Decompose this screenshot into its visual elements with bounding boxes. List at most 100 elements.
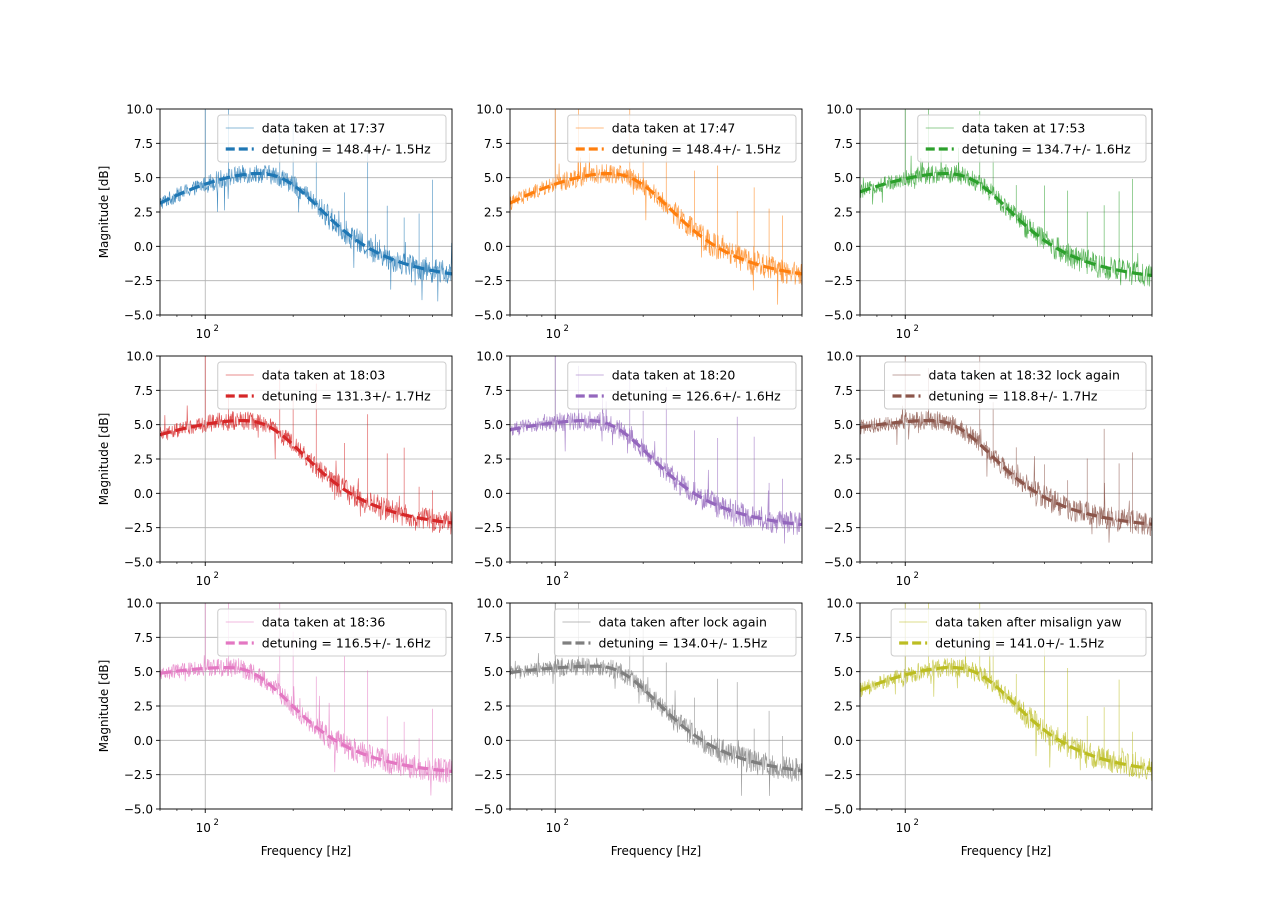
x-tick-label: 10 <box>896 821 911 835</box>
y-tick-label: −5.0 <box>474 803 503 817</box>
legend-label-fit: detuning = 126.6+/- 1.6Hz <box>612 389 781 404</box>
y-tick-label: 2.5 <box>834 453 853 467</box>
legend-label-data: data taken at 18:03 <box>262 368 386 383</box>
x-tick-label: 10 <box>896 327 911 341</box>
y-tick-label: −5.0 <box>824 803 853 817</box>
y-tick-label: 7.5 <box>834 631 853 645</box>
x-tick-label: 10 <box>196 327 211 341</box>
data-trace <box>160 164 452 302</box>
fit-curve <box>510 664 802 773</box>
x-axis-label: Frequency [Hz] <box>261 844 352 858</box>
y-tick-label: 2.5 <box>484 453 503 467</box>
y-tick-label: −5.0 <box>474 309 503 323</box>
fit-curve <box>860 418 1152 526</box>
y-tick-label: 0.0 <box>484 487 503 501</box>
subplot-8: −5.0 −2.5 0.0 2.5 5.0 7.5 10.0 10 2 Frequency [Hz… <box>474 597 803 858</box>
y-tick-label: 2.5 <box>134 206 153 220</box>
y-tick-label: 5.0 <box>134 665 153 679</box>
legend-label-fit: detuning = 118.8+/- 1.7Hz <box>929 389 1098 404</box>
fit-curve <box>160 171 452 276</box>
x-tick-exponent: 2 <box>214 571 219 581</box>
y-tick-label: 7.5 <box>484 631 503 645</box>
y-tick-label: 7.5 <box>484 384 503 398</box>
y-tick-label: −2.5 <box>824 521 853 535</box>
legend-box <box>567 361 797 410</box>
subplot-2: −5.0 −2.5 0.0 2.5 5.0 7.5 10.0 10 2 data taken at… <box>474 103 803 341</box>
y-tick-label: 5.0 <box>484 665 503 679</box>
y-tick-label: −5.0 <box>124 556 153 570</box>
y-tick-label: 5.0 <box>134 171 153 185</box>
legend-label-fit: detuning = 148.4+/- 1.5Hz <box>262 142 431 157</box>
fit-curve <box>510 171 802 276</box>
y-tick-label: −2.5 <box>124 274 153 288</box>
data-trace <box>860 146 1152 287</box>
y-tick-label: 5.0 <box>834 665 853 679</box>
fit-curve <box>860 171 1152 278</box>
legend-label-data: data taken after lock again <box>598 615 766 630</box>
y-tick-label: 7.5 <box>134 137 153 151</box>
data-trace <box>510 653 802 796</box>
legend-label-data: data taken at 18:20 <box>612 368 736 383</box>
y-tick-label: 0.0 <box>834 734 853 748</box>
y-tick-label: −5.0 <box>474 556 503 570</box>
y-axis-label: Magnitude [dB] <box>97 166 111 259</box>
subplot-5: −5.0 −2.5 0.0 2.5 5.0 7.5 10.0 10 2 data taken at… <box>474 350 803 588</box>
x-tick-exponent: 2 <box>914 571 919 581</box>
legend-box <box>567 114 797 163</box>
y-tick-label: −2.5 <box>474 274 503 288</box>
y-tick-label: 2.5 <box>134 453 153 467</box>
y-tick-label: 7.5 <box>484 137 503 151</box>
x-tick-exponent: 2 <box>214 818 219 828</box>
subplot-6: −5.0 −2.5 0.0 2.5 5.0 7.5 10.0 10 2 data taken at… <box>824 350 1153 588</box>
legend-label-data: data taken at 17:47 <box>612 121 736 136</box>
y-tick-label: 2.5 <box>484 206 503 220</box>
y-tick-label: −2.5 <box>824 768 853 782</box>
y-tick-label: 0.0 <box>834 240 853 254</box>
fit-curve <box>160 418 452 525</box>
y-tick-label: 0.0 <box>134 734 153 748</box>
y-tick-label: 10.0 <box>126 350 153 364</box>
y-tick-label: 0.0 <box>134 487 153 501</box>
y-tick-label: 5.0 <box>484 418 503 432</box>
x-tick-exponent: 2 <box>214 324 219 334</box>
legend-label-fit: detuning = 131.3+/- 1.7Hz <box>262 389 431 404</box>
y-tick-label: 7.5 <box>134 631 153 645</box>
legend-label-fit: detuning = 134.0+/- 1.5Hz <box>598 636 767 651</box>
y-tick-label: 10.0 <box>826 103 853 117</box>
y-tick-label: 10.0 <box>826 597 853 611</box>
y-tick-label: −5.0 <box>124 803 153 817</box>
fit-curve <box>160 665 452 774</box>
y-tick-label: 5.0 <box>834 171 853 185</box>
legend-label-data: data taken at 18:32 lock again <box>929 368 1120 383</box>
y-tick-label: 5.0 <box>484 171 503 185</box>
data-trace <box>860 648 1152 781</box>
legend-label-data: data taken at 17:53 <box>962 121 1086 136</box>
y-tick-label: 10.0 <box>476 103 503 117</box>
y-axis-label: Magnitude [dB] <box>97 413 111 506</box>
subplot-4: −5.0 −2.5 0.0 2.5 5.0 7.5 10.0 10 2 Magnitude [dB… <box>97 350 453 588</box>
legend-box <box>553 608 797 657</box>
fit-curve <box>510 418 802 527</box>
y-tick-label: −5.0 <box>824 309 853 323</box>
y-tick-label: 7.5 <box>834 137 853 151</box>
y-tick-label: −2.5 <box>124 768 153 782</box>
x-tick-label: 10 <box>896 574 911 588</box>
y-tick-label: 2.5 <box>484 700 503 714</box>
legend-label-fit: detuning = 116.5+/- 1.6Hz <box>262 636 431 651</box>
y-tick-label: 7.5 <box>134 384 153 398</box>
legend-label-data: data taken at 17:37 <box>262 121 386 136</box>
x-axis-label: Frequency [Hz] <box>611 844 702 858</box>
y-tick-label: −2.5 <box>474 521 503 535</box>
y-tick-label: −5.0 <box>124 309 153 323</box>
y-tick-label: 0.0 <box>834 487 853 501</box>
x-tick-exponent: 2 <box>914 818 919 828</box>
legend-label-fit: detuning = 141.0+/- 1.5Hz <box>935 636 1104 651</box>
subplot-3: −5.0 −2.5 0.0 2.5 5.0 7.5 10.0 10 2 data taken at… <box>824 103 1153 341</box>
y-tick-label: 10.0 <box>476 597 503 611</box>
data-trace <box>860 405 1152 543</box>
subplot-7: −5.0 −2.5 0.0 2.5 5.0 7.5 10.0 10 2 Magnitude [dB… <box>97 597 453 858</box>
y-tick-label: 10.0 <box>826 350 853 364</box>
x-tick-label: 10 <box>546 574 561 588</box>
y-tick-label: 7.5 <box>834 384 853 398</box>
data-trace <box>510 152 802 305</box>
